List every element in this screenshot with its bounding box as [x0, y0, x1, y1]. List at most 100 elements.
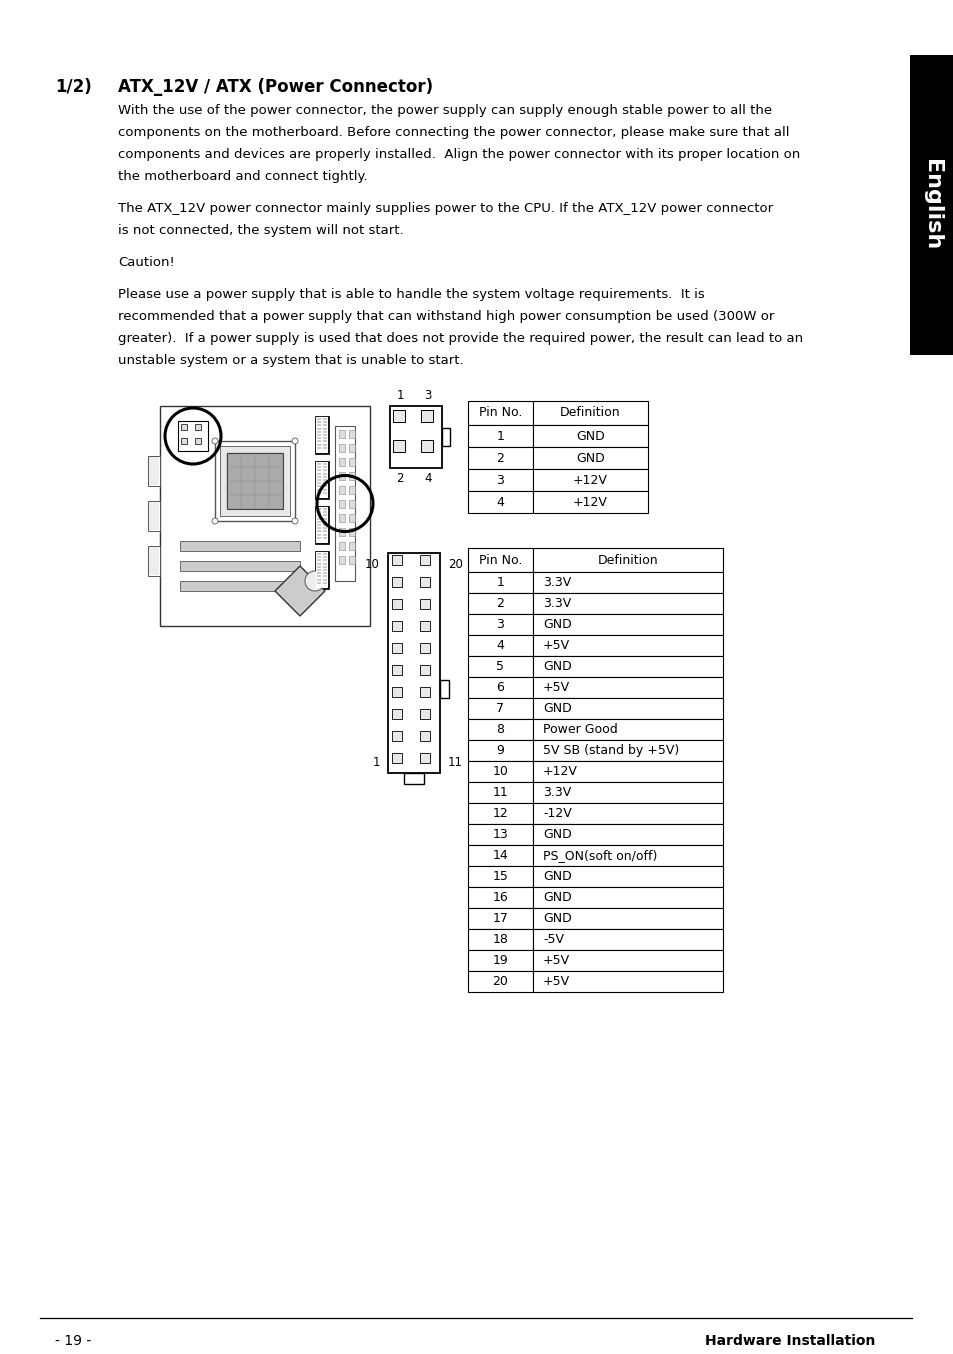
Bar [180, 542, 299, 551]
Bar [533, 655, 722, 677]
Bar [468, 635, 533, 655]
Bar [178, 421, 208, 451]
Bar [316, 524, 320, 525]
Bar [468, 803, 533, 825]
Bar [420, 440, 433, 452]
Bar [335, 427, 355, 581]
Text: 5: 5 [496, 659, 504, 673]
Text: GND: GND [542, 829, 571, 841]
Text: Definition: Definition [559, 406, 620, 420]
Bar [194, 437, 201, 444]
Bar [323, 485, 327, 487]
Bar [316, 515, 320, 516]
Text: 19: 19 [492, 955, 508, 967]
Text: 3.3V: 3.3V [542, 575, 571, 589]
Text: 1: 1 [497, 575, 504, 589]
Bar [468, 699, 533, 719]
Bar [909, 56, 953, 355]
Bar [323, 515, 327, 516]
Bar [533, 929, 722, 951]
Bar [149, 547, 159, 575]
Bar [149, 458, 159, 485]
Bar [227, 454, 283, 509]
Bar [316, 573, 320, 574]
Text: recommended that a power supply that can withstand high power consumption be use: recommended that a power supply that can… [118, 310, 774, 324]
Bar [323, 527, 327, 529]
Bar [392, 598, 401, 609]
Bar [323, 421, 327, 424]
Bar [323, 508, 327, 510]
Bar [323, 512, 327, 513]
Bar [349, 500, 355, 508]
Bar [420, 410, 433, 422]
Bar [323, 424, 327, 427]
Bar [338, 444, 345, 452]
Bar [533, 447, 647, 468]
Bar [316, 563, 320, 565]
Bar [533, 825, 722, 845]
Bar [315, 506, 328, 543]
Text: Please use a power supply that is able to handle the system voltage requirements: Please use a power supply that is able t… [118, 288, 704, 301]
Bar [323, 444, 327, 445]
Bar [468, 929, 533, 951]
Text: components on the motherboard. Before connecting the power connector, please mak: components on the motherboard. Before co… [118, 126, 789, 139]
Bar [316, 428, 320, 429]
Bar [349, 515, 355, 523]
Bar [393, 410, 405, 422]
Bar [316, 575, 320, 577]
Bar [323, 531, 327, 532]
Text: 15: 15 [492, 871, 508, 883]
Bar [316, 431, 320, 433]
Text: Caution!: Caution! [118, 256, 174, 269]
Text: Hardware Installation: Hardware Installation [704, 1334, 874, 1349]
Bar [419, 753, 430, 764]
Bar [316, 552, 320, 555]
Bar [533, 699, 722, 719]
Bar [468, 783, 533, 803]
Text: 9: 9 [497, 743, 504, 757]
Circle shape [212, 437, 218, 444]
Bar [314, 506, 329, 544]
Bar [338, 486, 345, 494]
Text: 8: 8 [496, 723, 504, 737]
Text: 3.3V: 3.3V [542, 787, 571, 799]
Text: +12V: +12V [573, 474, 607, 486]
Bar [316, 447, 320, 448]
Bar [468, 909, 533, 929]
Bar [323, 533, 327, 536]
Bar [468, 548, 533, 571]
Bar [323, 521, 327, 523]
Bar [315, 552, 328, 588]
Text: 20: 20 [492, 975, 508, 988]
Text: 6: 6 [497, 681, 504, 695]
Text: unstable system or a system that is unable to start.: unstable system or a system that is unab… [118, 353, 463, 367]
Text: is not connected, the system will not start.: is not connected, the system will not st… [118, 223, 403, 237]
Bar [323, 437, 327, 439]
Bar [323, 552, 327, 555]
Bar [468, 845, 533, 867]
Bar [349, 556, 355, 565]
Bar [533, 468, 647, 492]
Bar [419, 665, 430, 676]
Bar [323, 556, 327, 558]
Bar [316, 475, 320, 478]
Bar [349, 528, 355, 536]
Text: 18: 18 [492, 933, 508, 946]
Bar [419, 555, 430, 565]
Text: GND: GND [542, 871, 571, 883]
Text: components and devices are properly installed.  Align the power connector with i: components and devices are properly inst… [118, 148, 800, 161]
Bar [392, 665, 401, 676]
Bar [392, 686, 401, 697]
Text: Power Good: Power Good [542, 723, 618, 737]
Bar [468, 447, 533, 468]
Bar [316, 521, 320, 523]
Circle shape [305, 571, 325, 590]
Text: 2: 2 [497, 597, 504, 611]
Bar [419, 577, 430, 588]
Bar [338, 458, 345, 466]
Bar [316, 482, 320, 485]
Text: 3: 3 [497, 474, 504, 486]
Text: Definition: Definition [598, 554, 658, 566]
Bar [314, 551, 329, 589]
Bar [468, 951, 533, 971]
